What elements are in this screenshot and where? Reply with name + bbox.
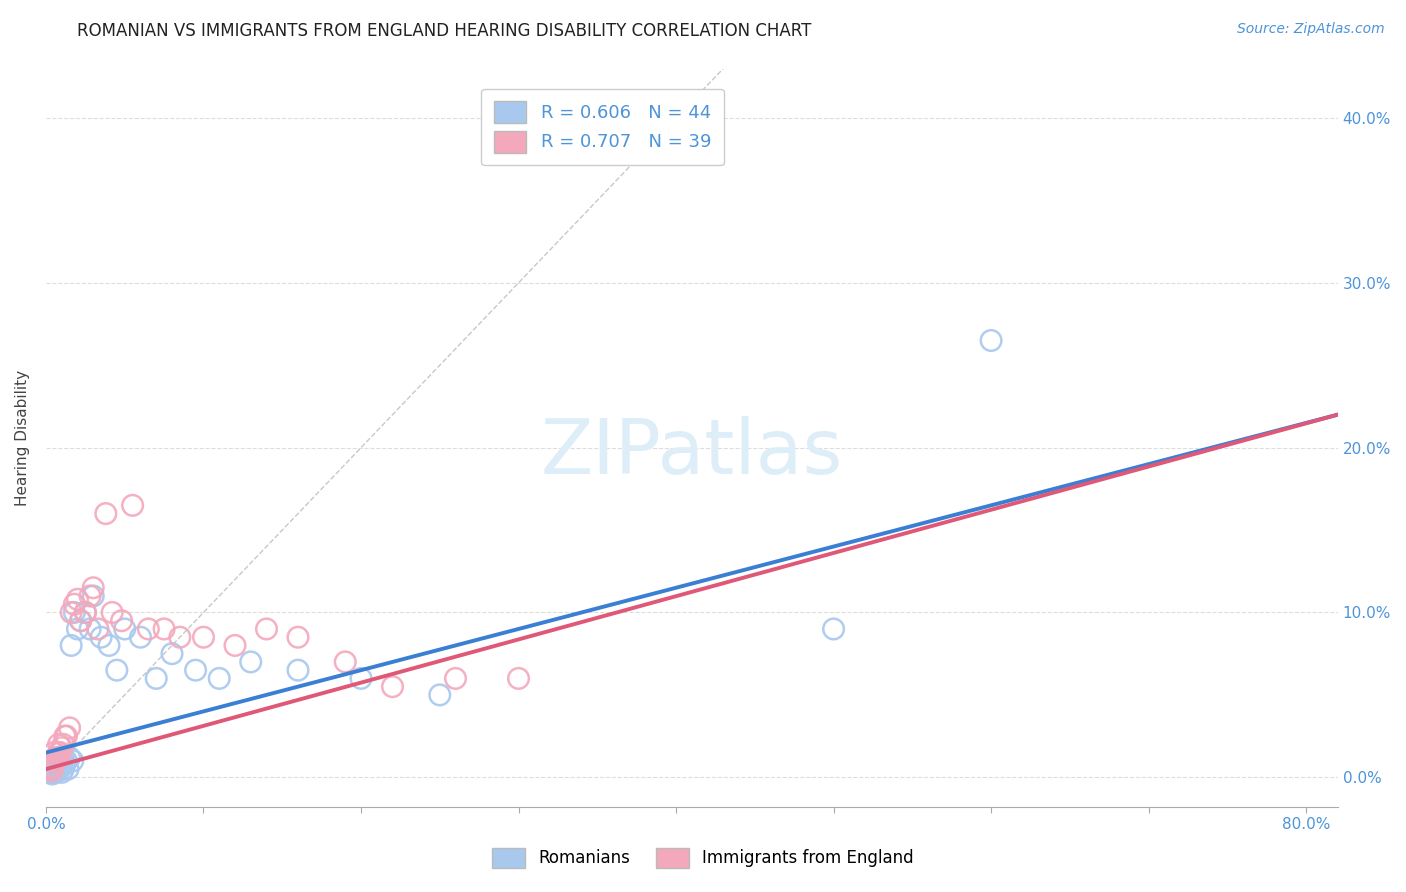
Point bbox=[82, 589, 104, 603]
Point bbox=[48, 764, 70, 778]
Point bbox=[38, 765, 60, 780]
Point bbox=[49, 760, 72, 774]
Point bbox=[79, 622, 101, 636]
Point bbox=[101, 606, 124, 620]
Point bbox=[52, 750, 75, 764]
Point bbox=[69, 614, 91, 628]
Point bbox=[66, 622, 89, 636]
Point bbox=[429, 688, 451, 702]
Point bbox=[49, 757, 72, 772]
Point bbox=[350, 672, 373, 686]
Point bbox=[87, 622, 110, 636]
Point bbox=[44, 765, 66, 780]
Point bbox=[224, 639, 246, 653]
Point bbox=[55, 754, 77, 768]
Point bbox=[980, 334, 1002, 348]
Point bbox=[39, 764, 62, 778]
Point bbox=[55, 729, 77, 743]
Point bbox=[51, 765, 73, 780]
Point bbox=[52, 762, 75, 776]
Point bbox=[42, 754, 65, 768]
Point bbox=[75, 606, 97, 620]
Point bbox=[114, 622, 136, 636]
Point bbox=[94, 507, 117, 521]
Point bbox=[53, 729, 76, 743]
Point bbox=[129, 630, 152, 644]
Point bbox=[41, 767, 63, 781]
Point bbox=[42, 746, 65, 760]
Point bbox=[46, 754, 69, 768]
Point bbox=[42, 762, 65, 776]
Point bbox=[63, 606, 86, 620]
Point bbox=[160, 647, 183, 661]
Point bbox=[79, 589, 101, 603]
Legend: Romanians, Immigrants from England: Romanians, Immigrants from England bbox=[485, 841, 921, 875]
Point bbox=[193, 630, 215, 644]
Point bbox=[59, 750, 82, 764]
Point bbox=[98, 639, 121, 653]
Point bbox=[508, 672, 530, 686]
Text: Source: ZipAtlas.com: Source: ZipAtlas.com bbox=[1237, 22, 1385, 37]
Point bbox=[60, 606, 83, 620]
Point bbox=[41, 764, 63, 778]
Point bbox=[42, 757, 65, 772]
Point bbox=[145, 672, 167, 686]
Point bbox=[69, 614, 91, 628]
Point bbox=[90, 630, 112, 644]
Point bbox=[46, 760, 69, 774]
Text: ZIPatlas: ZIPatlas bbox=[541, 416, 844, 490]
Point bbox=[75, 606, 97, 620]
Point bbox=[46, 750, 69, 764]
Point bbox=[153, 622, 176, 636]
Point bbox=[184, 663, 207, 677]
Point bbox=[208, 672, 231, 686]
Point bbox=[287, 630, 309, 644]
Point bbox=[48, 750, 70, 764]
Point bbox=[287, 663, 309, 677]
Point bbox=[49, 746, 72, 760]
Point bbox=[48, 737, 70, 751]
Point bbox=[60, 639, 83, 653]
Point bbox=[256, 622, 278, 636]
Point bbox=[110, 614, 132, 628]
Point bbox=[66, 592, 89, 607]
Point bbox=[823, 622, 845, 636]
Point bbox=[37, 757, 59, 772]
Point bbox=[169, 630, 191, 644]
Point bbox=[82, 581, 104, 595]
Point bbox=[37, 762, 59, 776]
Point bbox=[239, 655, 262, 669]
Point bbox=[51, 740, 73, 755]
Point bbox=[444, 672, 467, 686]
Point bbox=[105, 663, 128, 677]
Point bbox=[48, 746, 70, 760]
Point bbox=[381, 680, 404, 694]
Point bbox=[44, 754, 66, 768]
Point bbox=[53, 757, 76, 772]
Point bbox=[51, 754, 73, 768]
Point bbox=[56, 762, 79, 776]
Legend: R = 0.606   N = 44, R = 0.707   N = 39: R = 0.606 N = 44, R = 0.707 N = 39 bbox=[481, 88, 724, 165]
Point bbox=[59, 721, 82, 735]
Point bbox=[38, 762, 60, 776]
Point bbox=[63, 597, 86, 611]
Point bbox=[138, 622, 160, 636]
Point bbox=[52, 737, 75, 751]
Point bbox=[62, 754, 84, 768]
Y-axis label: Hearing Disability: Hearing Disability bbox=[15, 369, 30, 506]
Text: ROMANIAN VS IMMIGRANTS FROM ENGLAND HEARING DISABILITY CORRELATION CHART: ROMANIAN VS IMMIGRANTS FROM ENGLAND HEAR… bbox=[77, 22, 811, 40]
Point bbox=[121, 499, 143, 513]
Point bbox=[335, 655, 357, 669]
Point bbox=[39, 760, 62, 774]
